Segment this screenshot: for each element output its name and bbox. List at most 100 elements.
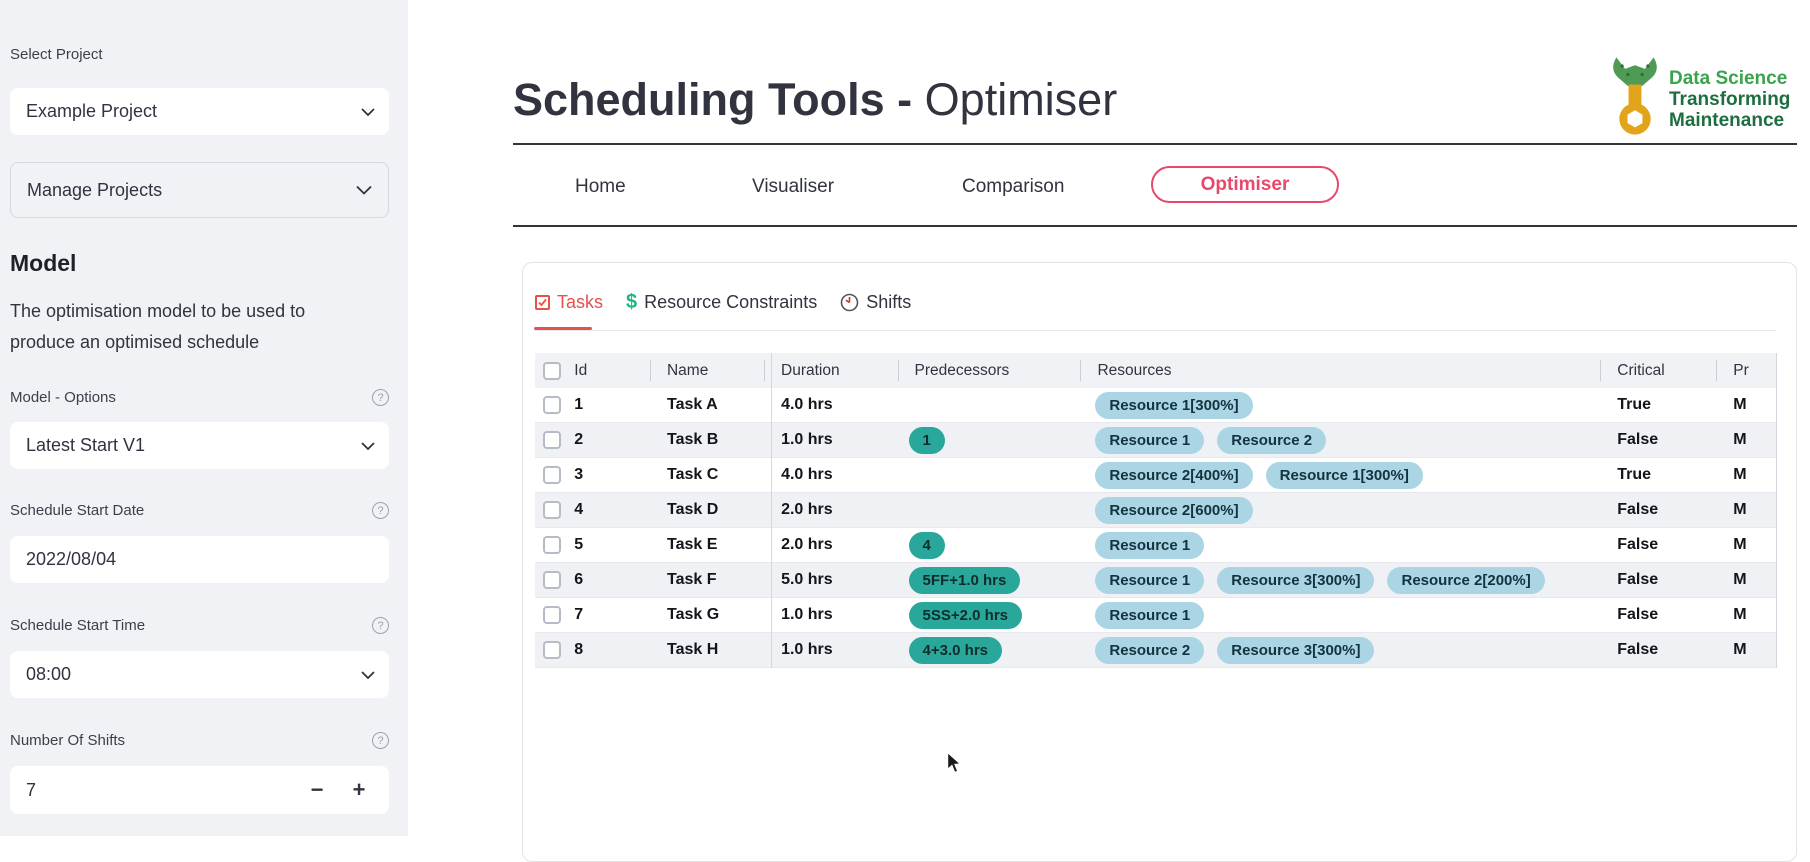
model-options-select[interactable]: Latest Start V1: [10, 422, 389, 469]
table-right-edge: [1776, 353, 1777, 668]
model-options-label: Model - Options: [10, 389, 116, 406]
resource-pill[interactable]: Resource 2: [1095, 636, 1205, 664]
row-checkbox[interactable]: [543, 466, 561, 484]
cell-resources: Resource 2[600%]: [1081, 493, 1601, 527]
cell-name: Task E: [667, 536, 718, 553]
task-table: Id Name Duration Predecessors Resources Criti…: [535, 353, 1776, 668]
project-select-value: Example Project: [26, 101, 158, 121]
column-header-duration[interactable]: Duration: [765, 353, 899, 388]
help-icon: ?: [372, 502, 389, 519]
predecessor-pill[interactable]: 5FF+1.0 hrs: [908, 566, 1021, 594]
cell-id: 8: [574, 641, 584, 658]
predecessor-pill[interactable]: 5SS+2.0 hrs: [908, 601, 1023, 629]
number-of-shifts-input[interactable]: 7 − +: [10, 766, 389, 814]
table-row: 8 Task H 1.0 hrs 4+3.0 hrs Resource 2 Resourc…: [535, 633, 1776, 668]
table-row: 2 Task B 1.0 hrs 1 Resource 1 Resource 2 False…: [535, 423, 1776, 458]
cell-pr: M: [1733, 606, 1747, 623]
cell-name: Task A: [667, 396, 718, 413]
predecessor-pill[interactable]: 4: [908, 531, 945, 559]
column-header-resources[interactable]: Resources: [1081, 353, 1602, 388]
cell-name: Task H: [667, 641, 719, 658]
page-title: Scheduling Tools - Optimiser: [513, 74, 1117, 126]
resource-pill[interactable]: Resource 2[400%]: [1095, 461, 1253, 489]
cell-id: 1: [574, 396, 584, 413]
cell-predecessors: 5SS+2.0 hrs: [899, 598, 1082, 632]
project-select[interactable]: Example Project: [10, 88, 389, 135]
cell-resources: Resource 1: [1081, 528, 1601, 562]
row-checkbox-cell: [535, 458, 566, 492]
row-checkbox-cell: [535, 388, 566, 422]
row-checkbox[interactable]: [543, 396, 561, 414]
row-checkbox[interactable]: [543, 501, 561, 519]
column-header-pr[interactable]: Pr: [1733, 361, 1749, 379]
resource-pill[interactable]: Resource 2: [1217, 426, 1327, 454]
column-header-id[interactable]: Id: [566, 353, 651, 388]
mouse-cursor: [947, 752, 962, 774]
schedule-start-time-select[interactable]: 08:00: [10, 651, 389, 698]
increment-button[interactable]: +: [339, 766, 379, 814]
nav-visualiser[interactable]: Visualiser: [752, 176, 835, 197]
manage-projects-label: Manage Projects: [27, 179, 163, 200]
cell-id: 3: [574, 466, 584, 483]
tab-tasks[interactable]: Tasks: [535, 291, 603, 314]
cell-resources: Resource 1 Resource 3[300%] Resource 2[200…: [1081, 563, 1601, 597]
cell-id: 5: [574, 536, 584, 553]
resource-pill[interactable]: Resource 2[600%]: [1095, 496, 1253, 524]
predecessor-pill[interactable]: 4+3.0 hrs: [908, 636, 1003, 664]
cell-name: Task C: [667, 466, 719, 483]
row-checkbox-cell: [535, 598, 566, 632]
row-checkbox[interactable]: [543, 606, 561, 624]
column-header-name[interactable]: Name: [651, 353, 766, 388]
cell-critical: True: [1617, 396, 1652, 413]
cell-pr: M: [1733, 466, 1747, 483]
resource-pill[interactable]: Resource 2[200%]: [1387, 566, 1545, 594]
logo-line-3: Maintenance: [1669, 110, 1785, 131]
header-select-all-checkbox[interactable]: [543, 361, 561, 380]
row-checkbox-cell: [535, 493, 566, 527]
predecessor-pill[interactable]: 1: [908, 426, 945, 454]
resource-pill[interactable]: Resource 1: [1095, 601, 1205, 629]
cell-resources: Resource 1[300%]: [1081, 388, 1601, 422]
cell-duration: 5.0 hrs: [781, 571, 833, 588]
table-row: 5 Task E 2.0 hrs 4 Resource 1 False M: [535, 528, 1776, 563]
resource-pill[interactable]: Resource 1: [1095, 426, 1205, 454]
row-checkbox[interactable]: [543, 571, 561, 589]
table-header: Id Name Duration Predecessors Resources Criti…: [535, 353, 1776, 388]
resource-pill[interactable]: Resource 3[300%]: [1217, 636, 1375, 664]
column-header-predecessors[interactable]: Predecessors: [899, 353, 1082, 388]
nav-home[interactable]: Home: [575, 176, 626, 197]
schedule-start-date-input[interactable]: 2022/08/04: [10, 536, 389, 583]
chevron-down-icon: [361, 441, 375, 450]
decrement-button[interactable]: −: [297, 766, 337, 814]
row-checkbox[interactable]: [543, 431, 561, 449]
column-header-critical[interactable]: Critical: [1601, 353, 1718, 388]
cell-duration: 1.0 hrs: [781, 431, 833, 448]
cell-predecessors: [899, 388, 1082, 422]
tab-resource-constraints[interactable]: $ Resource Constraints: [626, 291, 817, 314]
resource-pill[interactable]: Resource 1[300%]: [1095, 391, 1253, 419]
page-title-bold: Scheduling Tools -: [513, 74, 913, 125]
row-checkbox[interactable]: [543, 536, 561, 554]
resource-pill[interactable]: Resource 1: [1095, 566, 1205, 594]
dollar-icon: $: [626, 291, 638, 313]
model-heading: Model: [10, 250, 77, 276]
manage-projects-expander[interactable]: Manage Projects: [10, 162, 389, 218]
row-checkbox[interactable]: [543, 641, 561, 659]
cell-duration: 4.0 hrs: [781, 396, 833, 413]
number-of-shifts-value: 7: [26, 779, 37, 800]
cell-critical: False: [1617, 571, 1659, 588]
tab-bar: Tasks $ Resource Constraints Shifts: [535, 291, 911, 314]
cell-critical: False: [1617, 431, 1659, 448]
table-row: 1 Task A 4.0 hrs Resource 1[300%] True M: [535, 388, 1776, 423]
cell-predecessors: [899, 493, 1082, 527]
tab-shifts[interactable]: Shifts: [840, 291, 911, 314]
cell-duration: 2.0 hrs: [781, 501, 833, 518]
resource-pill[interactable]: Resource 3[300%]: [1217, 566, 1375, 594]
pinned-column-divider: [771, 353, 772, 668]
resource-pill[interactable]: Resource 1: [1095, 531, 1205, 559]
resource-pill[interactable]: Resource 1[300%]: [1265, 461, 1423, 489]
nav-comparison[interactable]: Comparison: [962, 176, 1065, 197]
nav-optimiser[interactable]: Optimiser: [1151, 166, 1339, 203]
cell-pr: M: [1733, 641, 1747, 658]
cell-resources: Resource 1: [1081, 598, 1601, 632]
